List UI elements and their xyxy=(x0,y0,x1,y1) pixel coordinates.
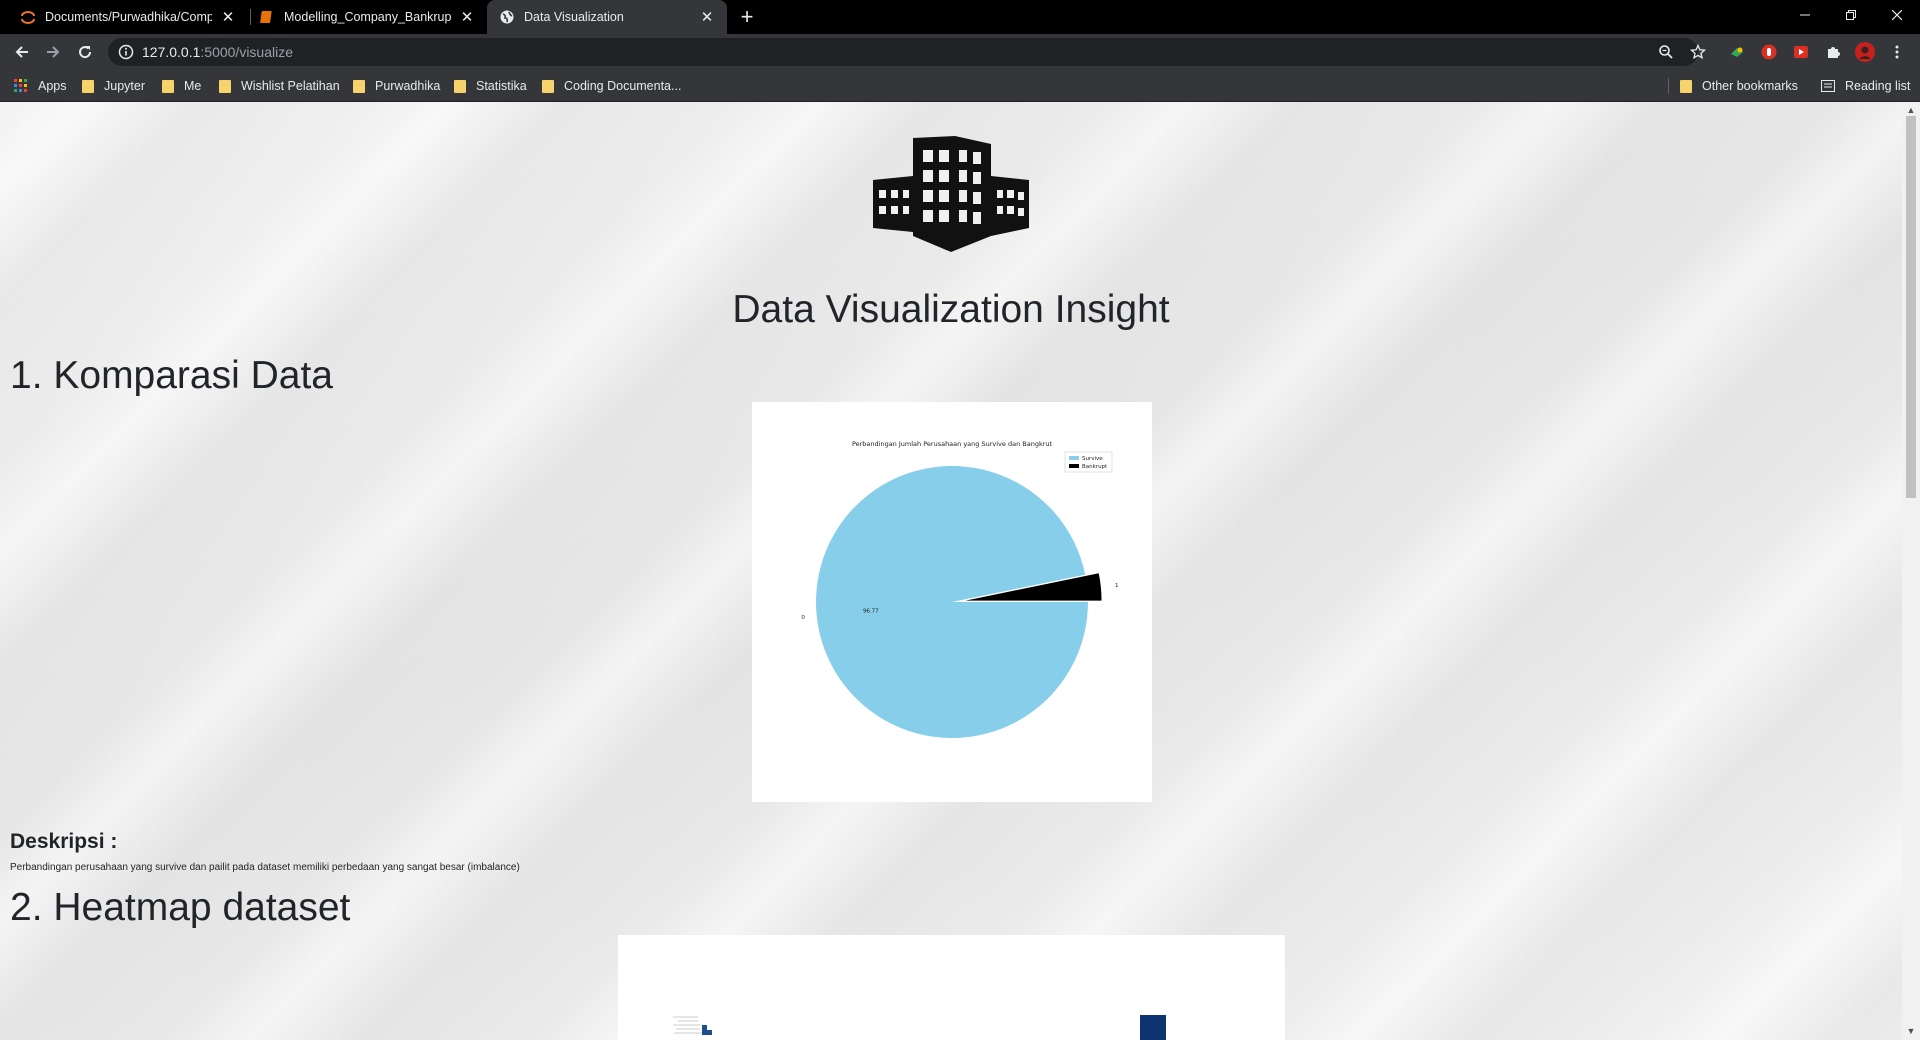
profile-avatar-icon[interactable] xyxy=(1855,42,1875,62)
tab-title: Documents/Purwadhika/Compan xyxy=(45,10,212,24)
new-tab-button[interactable]: + xyxy=(740,4,754,29)
description-text: Perbandingan perusahaan yang survive dan… xyxy=(10,862,520,873)
browser-toolbar: 127.0.0.1:5000/visualize xyxy=(0,34,1920,70)
bookmark-label: Wishlist Pelatihan xyxy=(241,79,340,93)
folder-icon xyxy=(542,79,554,93)
apps-grid-icon xyxy=(14,79,27,92)
back-button[interactable] xyxy=(8,38,36,66)
bookmark-wishlist-pelatihan[interactable]: Wishlist Pelatihan xyxy=(219,70,340,102)
tab-title: Data Visualization xyxy=(524,10,624,24)
reload-button[interactable] xyxy=(71,38,99,66)
reading-list-icon xyxy=(1821,80,1835,92)
reading-list-button[interactable]: Reading list xyxy=(1821,70,1910,102)
close-icon[interactable]: ✕ xyxy=(460,9,474,26)
close-icon xyxy=(1892,10,1902,20)
extension-red-hand-icon[interactable] xyxy=(1759,42,1779,62)
scrollbar-thumb[interactable] xyxy=(1906,116,1916,498)
extension-green-icon[interactable] xyxy=(1727,42,1747,62)
reload-icon xyxy=(79,46,92,59)
bookmark-label: Other bookmarks xyxy=(1702,79,1798,93)
minimize-button[interactable] xyxy=(1782,0,1828,30)
extensions-puzzle-icon[interactable] xyxy=(1823,42,1843,62)
folder-icon xyxy=(454,79,466,93)
folder-icon xyxy=(82,79,94,93)
building-logo-icon xyxy=(873,136,1029,252)
page-title: Data Visualization Insight xyxy=(732,288,1170,331)
menu-kebab-icon[interactable] xyxy=(1887,42,1907,62)
bookmark-coding-documentation[interactable]: Coding Documenta... xyxy=(542,70,681,102)
folder-icon xyxy=(162,79,174,93)
pie-slice-bankrupt xyxy=(965,573,1102,601)
heatmap-cell xyxy=(702,1025,707,1035)
folder-icon xyxy=(353,79,365,93)
legend-swatch-survive xyxy=(1069,456,1079,460)
bookmark-purwadhika[interactable]: Purwadhika xyxy=(353,70,440,102)
close-window-button[interactable] xyxy=(1874,0,1920,30)
bookmark-label: Statistika xyxy=(476,79,527,93)
tab-modelling[interactable]: Modelling_Company_Bankruptcy ✕ xyxy=(247,0,487,34)
url-path: :5000/visualize xyxy=(200,44,294,60)
page-scrollbar[interactable]: ▲ ▼ xyxy=(1902,102,1920,1040)
restore-icon xyxy=(1846,10,1856,20)
chart-legend: Survive Bankrupt xyxy=(1064,451,1113,473)
bookmark-jupyter[interactable]: Jupyter xyxy=(82,70,145,102)
extension-video-icon[interactable] xyxy=(1791,42,1811,62)
pie-slice-survive xyxy=(816,465,1088,738)
globe-icon xyxy=(499,9,515,25)
chart-title: Perbandingan Jumlah Perusahaan yang Surv… xyxy=(852,440,1053,448)
close-icon[interactable]: ✕ xyxy=(700,9,714,26)
page-content: Data Visualization Insight 1. Komparasi … xyxy=(0,102,1902,1040)
bookmarks-bar: Apps Jupyter Me Wishlist Pelatihan Purwa… xyxy=(0,70,1920,102)
pie-category-label: 1 xyxy=(1115,583,1119,589)
scroll-down-arrow-icon[interactable]: ▼ xyxy=(1906,1026,1916,1036)
bookmark-apps[interactable]: Apps xyxy=(14,70,67,102)
heatmap-figure xyxy=(618,935,1285,1040)
forward-button[interactable] xyxy=(39,38,67,66)
pie-category-label: 0 xyxy=(801,615,805,621)
legend-label-bankrupt: Bankrupt xyxy=(1082,464,1108,470)
tab-title: Modelling_Company_Bankruptcy xyxy=(284,10,451,24)
minimize-icon xyxy=(1800,14,1810,16)
bookmark-label: Me xyxy=(184,79,202,93)
address-bar[interactable]: 127.0.0.1:5000/visualize xyxy=(108,38,1706,66)
tab-strip: Documents/Purwadhika/Compan ✕ Modelling_… xyxy=(0,0,1920,34)
url-text: 127.0.0.1:5000/visualize xyxy=(142,44,293,60)
arrow-right-icon xyxy=(47,46,60,58)
bookmark-label: Apps xyxy=(38,79,67,93)
info-icon[interactable] xyxy=(118,44,134,60)
url-host: 127.0.0.1 xyxy=(142,44,201,60)
tab-jupyter[interactable]: Documents/Purwadhika/Compan ✕ xyxy=(8,0,248,34)
tab-data-visualization[interactable]: Data Visualization ✕ xyxy=(487,0,727,34)
notebook-icon xyxy=(259,9,275,25)
section-komparasi-title: 1. Komparasi Data xyxy=(10,354,333,397)
heatmap-chart xyxy=(673,1015,1166,1040)
tab-separator xyxy=(250,9,251,25)
zoom-icon[interactable] xyxy=(1658,44,1674,60)
bookmark-other-bookmarks[interactable]: Other bookmarks xyxy=(1680,70,1798,102)
restore-button[interactable] xyxy=(1828,0,1874,30)
reading-list-label: Reading list xyxy=(1845,79,1911,93)
legend-swatch-bankrupt xyxy=(1069,464,1079,468)
heatmap-cell xyxy=(706,1030,712,1035)
pie-data-label: 96.77 xyxy=(863,608,879,614)
arrow-left-icon xyxy=(15,46,28,58)
heatmap-colorbar xyxy=(1140,1015,1166,1040)
bookmark-me[interactable]: Me xyxy=(162,70,201,102)
legend-label-survive: Survive xyxy=(1082,456,1103,462)
folder-icon xyxy=(1680,79,1692,93)
close-icon[interactable]: ✕ xyxy=(221,9,235,26)
star-icon[interactable] xyxy=(1690,44,1706,60)
scroll-up-arrow-icon[interactable]: ▲ xyxy=(1906,105,1916,115)
folder-icon xyxy=(219,79,231,93)
pie-chart-figure: Perbandingan Jumlah Perusahaan yang Surv… xyxy=(752,402,1152,802)
pie-chart: Perbandingan Jumlah Perusahaan yang Surv… xyxy=(801,440,1119,738)
bookmark-statistika[interactable]: Statistika xyxy=(454,70,527,102)
section-heatmap-title: 2. Heatmap dataset xyxy=(10,886,351,929)
bookmark-label: Jupyter xyxy=(104,79,145,93)
jupyter-icon xyxy=(20,9,36,25)
bookmarks-separator xyxy=(1668,78,1669,94)
bookmark-label: Purwadhika xyxy=(375,79,441,93)
bookmark-label: Coding Documenta... xyxy=(564,79,682,93)
description-heading: Deskripsi : xyxy=(10,830,118,853)
